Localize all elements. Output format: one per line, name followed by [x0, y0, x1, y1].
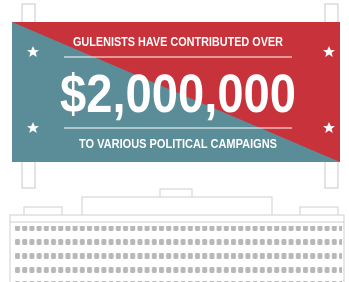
page: GULENISTS HAVE CONTRIBUTED OVER $2,000,0… — [0, 0, 349, 282]
headline: GULENISTS HAVE CONTRIBUTED OVER — [73, 34, 283, 49]
seats — [14, 226, 342, 282]
post — [22, 160, 35, 188]
subline: TO VARIOUS POLITICAL CAMPAIGNS — [79, 136, 277, 151]
infographic: GULENISTS HAVE CONTRIBUTED OVER $2,000,0… — [0, 0, 349, 282]
amount: $2,000,000 — [60, 64, 296, 124]
post — [325, 4, 338, 24]
post — [325, 160, 338, 188]
post — [22, 4, 35, 24]
